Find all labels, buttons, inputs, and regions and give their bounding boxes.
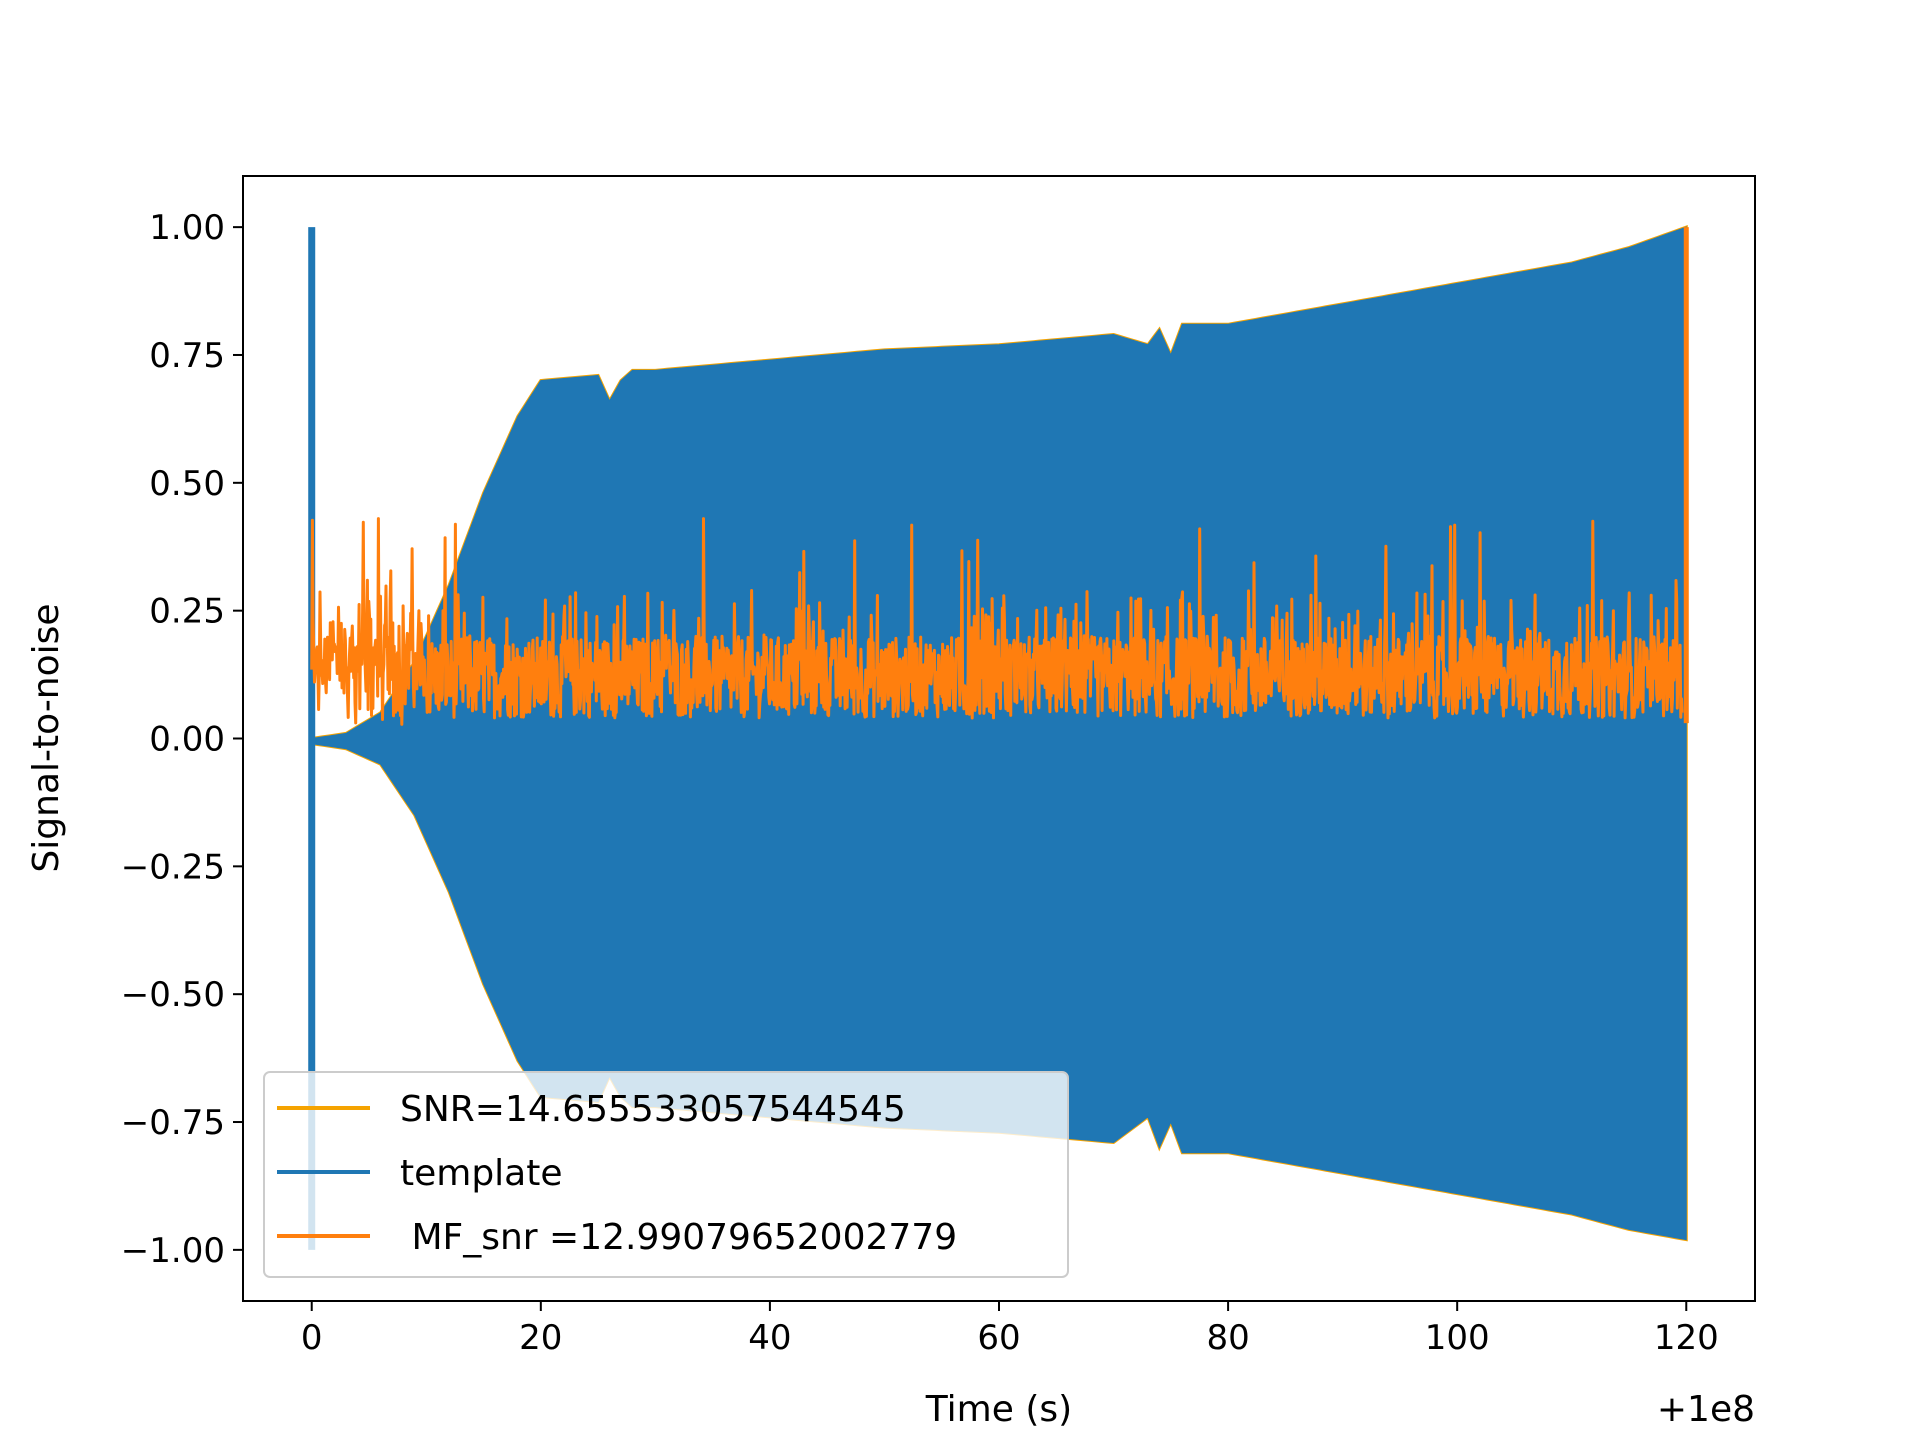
y-tick-label: −0.25 xyxy=(121,847,225,887)
x-tick-label: 120 xyxy=(1654,1318,1719,1358)
y-axis-ticks: 1.00 0.75 0.50 0.25 0.00 −0.25 −0.50 −0.75 −1.00 xyxy=(121,208,243,1271)
legend-box xyxy=(263,1071,1069,1278)
x-axis-offset-label: +1e8 xyxy=(1657,1389,1755,1430)
legend-label-template: template xyxy=(400,1153,563,1194)
y-tick-label: −0.75 xyxy=(121,1103,225,1143)
x-tick-label: 60 xyxy=(977,1318,1020,1358)
y-tick-label: 0.25 xyxy=(149,592,225,632)
x-axis-ticks: 0 20 40 60 80 100 120 xyxy=(301,1301,1719,1358)
series-layer xyxy=(308,225,1689,1250)
y-tick-label: 1.00 xyxy=(149,208,225,248)
y-tick-label: 0.50 xyxy=(149,464,225,504)
legend-label-snr: SNR=14.655533057544545 xyxy=(400,1089,906,1130)
x-tick-label: 40 xyxy=(748,1318,791,1358)
y-tick-label: 0.75 xyxy=(149,336,225,376)
y-axis-label: Signal-to-noise xyxy=(26,603,67,872)
legend: SNR=14.655533057544545 template MF_snr =… xyxy=(263,1071,1069,1278)
mf-snr-series-line xyxy=(310,517,1684,726)
x-tick-label: 100 xyxy=(1425,1318,1490,1358)
x-tick-label: 80 xyxy=(1206,1318,1249,1358)
y-tick-label: 0.00 xyxy=(149,720,225,760)
x-axis-label: Time (s) xyxy=(925,1389,1072,1430)
x-tick-label: 0 xyxy=(301,1318,323,1358)
x-tick-label: 20 xyxy=(519,1318,562,1358)
y-tick-label: −1.00 xyxy=(121,1231,225,1271)
legend-label-mf-snr: MF_snr =12.99079652002779 xyxy=(400,1217,957,1258)
y-tick-label: −0.50 xyxy=(121,975,225,1015)
